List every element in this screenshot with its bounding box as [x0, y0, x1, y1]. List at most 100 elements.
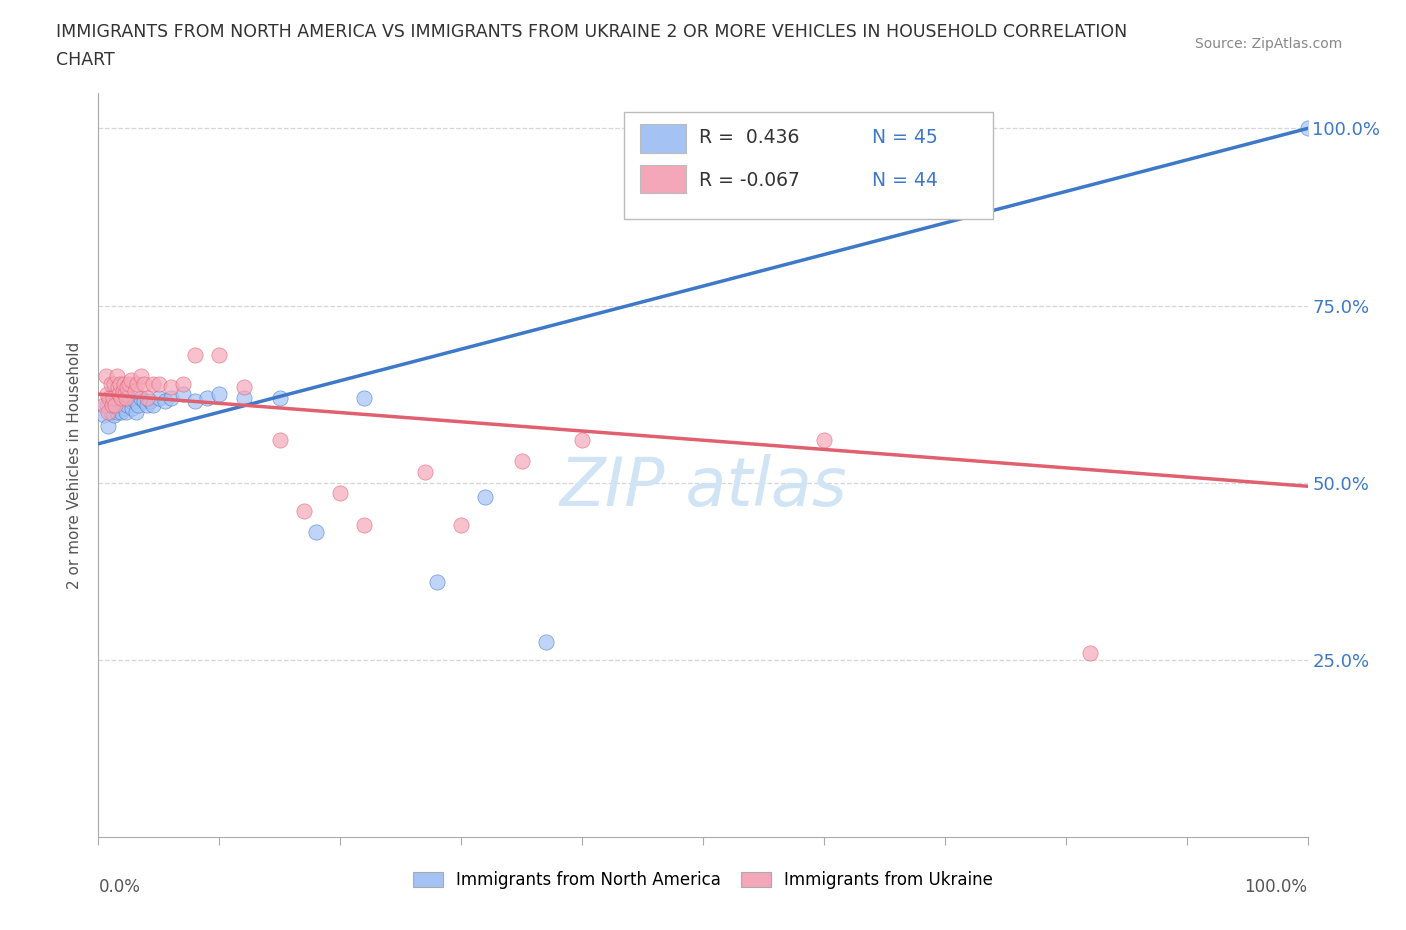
Point [269, 432, 291, 447]
Point [93, 397, 115, 412]
Point [118, 391, 141, 405]
Point [353, 518, 375, 533]
Point [813, 432, 835, 447]
Text: CHART: CHART [56, 51, 115, 69]
Point [134, 376, 156, 391]
Point [142, 397, 165, 412]
Point [115, 405, 138, 419]
Point [160, 379, 183, 394]
Text: Source: ZipAtlas.com: Source: ZipAtlas.com [1195, 37, 1343, 51]
Point [125, 405, 148, 419]
Point [172, 387, 194, 402]
Point [100, 391, 122, 405]
Point [108, 397, 131, 412]
Point [118, 376, 141, 391]
Point [426, 575, 449, 590]
Point [129, 369, 152, 384]
Legend: Immigrants from North America, Immigrants from Ukraine: Immigrants from North America, Immigrant… [406, 864, 1000, 896]
Point [110, 391, 132, 405]
Point [96, 397, 118, 412]
Point [108, 376, 131, 391]
Point [142, 376, 165, 391]
Point [114, 387, 136, 402]
Point [111, 397, 134, 412]
Point [121, 401, 143, 416]
Text: R = -0.067: R = -0.067 [699, 170, 800, 190]
Text: N = 44: N = 44 [872, 170, 938, 190]
Point [184, 393, 207, 408]
Point [103, 376, 125, 391]
Text: R =  0.436: R = 0.436 [699, 128, 800, 147]
Point [100, 405, 122, 419]
Y-axis label: 2 or more Vehicles in Household: 2 or more Vehicles in Household [67, 341, 83, 589]
Point [108, 387, 131, 402]
Point [232, 379, 254, 394]
Point [134, 393, 156, 408]
Bar [640, 125, 686, 153]
Point [115, 391, 138, 405]
Point [124, 393, 146, 408]
Point [110, 405, 132, 419]
Point [100, 376, 122, 391]
Point [108, 393, 131, 408]
Point [96, 387, 118, 402]
Point [112, 393, 135, 408]
Point [101, 393, 124, 408]
FancyBboxPatch shape [624, 112, 993, 219]
Point [101, 391, 124, 405]
Point [208, 387, 231, 402]
Point [292, 504, 315, 519]
Point [474, 489, 496, 504]
Point [117, 379, 139, 394]
Point [105, 391, 128, 405]
Point [124, 383, 146, 398]
Point [139, 393, 162, 408]
Point [510, 454, 533, 469]
Point [571, 432, 593, 447]
Point [112, 376, 135, 391]
Point [105, 405, 128, 419]
Point [111, 383, 134, 398]
Point [93, 408, 115, 423]
Text: 0.0%: 0.0% [98, 878, 141, 896]
Point [129, 391, 152, 405]
Point [98, 391, 121, 405]
Point [135, 397, 157, 412]
Point [120, 373, 142, 388]
Point [103, 397, 125, 412]
Point [148, 376, 170, 391]
Point [120, 393, 142, 408]
Point [107, 379, 129, 394]
Text: N = 45: N = 45 [872, 128, 938, 147]
Point [269, 391, 291, 405]
Point [160, 391, 183, 405]
Point [153, 393, 176, 408]
Point [534, 634, 557, 649]
Point [305, 525, 328, 539]
Point [172, 376, 194, 391]
Point [100, 397, 122, 412]
Point [107, 401, 129, 416]
Point [208, 348, 231, 363]
Point [148, 391, 170, 405]
Point [413, 465, 436, 480]
Text: ZIP atlas: ZIP atlas [560, 455, 846, 520]
Point [1296, 121, 1319, 136]
Point [117, 397, 139, 412]
Point [114, 401, 136, 416]
Point [232, 391, 254, 405]
Bar [640, 166, 686, 193]
Point [1078, 645, 1101, 660]
Text: IMMIGRANTS FROM NORTH AMERICA VS IMMIGRANTS FROM UKRAINE 2 OR MORE VEHICLES IN H: IMMIGRANTS FROM NORTH AMERICA VS IMMIGRA… [56, 23, 1128, 41]
Text: 100.0%: 100.0% [1244, 878, 1308, 896]
Point [103, 408, 125, 423]
Point [97, 418, 120, 433]
Point [329, 485, 352, 500]
Point [94, 369, 117, 384]
Point [135, 391, 157, 405]
Point [127, 397, 149, 412]
Point [97, 405, 120, 419]
Point [127, 376, 149, 391]
Point [450, 518, 472, 533]
Point [195, 391, 218, 405]
